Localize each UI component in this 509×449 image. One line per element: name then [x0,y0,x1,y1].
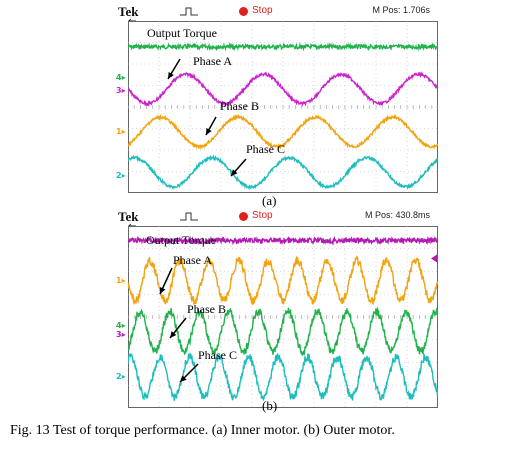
label-arrow-head [180,375,187,382]
scope-header: Tek Stop M Pos: 1.706s [118,4,438,20]
scope-header: Tek Stop M Pos: 430.8ms [118,209,438,225]
series-phase-c-line [128,352,438,402]
label-phase-a-b: Phase A [173,253,212,267]
waveform-plot [128,226,438,408]
label-output-torque-a: Output Torque [147,26,217,40]
series-phase-b-line [128,306,438,357]
trigger-pulse-icon [180,7,198,16]
label-arrow-head [170,331,177,338]
position-readout: M Pos: 1.706s [372,5,430,15]
label-phase-a-a: Phase A [193,54,232,68]
label-output-torque-b: Output Torque [146,233,216,247]
label-arrow-head [159,287,166,294]
position-readout: M Pos: 430.8ms [364,210,430,220]
oscilloscope-a: Tek Stop M Pos: 1.706s ← 4▸3▸1▸2▸ [116,4,438,193]
channel-marker: 1▸ [116,126,126,136]
channel-marker: 1▸ [116,275,126,285]
label-phase-b-a: Phase B [220,99,259,113]
subtitle-b: (b) [262,398,278,413]
label-phase-c-b: Phase C [198,348,237,362]
channel-marker: 4▸ [116,321,126,331]
series-phase-c-line [128,154,438,191]
brand-label: Tek [118,4,139,19]
channel-marker: 3▸ [116,85,126,95]
channel-marker: 4▸ [116,72,126,82]
status-label: Stop [252,210,273,221]
stop-indicator-icon [239,212,248,221]
label-arrow-head [168,72,174,79]
series-output-torque-line [128,235,438,246]
label-arrow-head [231,169,238,176]
trigger-level-marker [431,254,437,263]
subtitle-a: (a) [262,193,277,208]
oscilloscope-b: Tek Stop M Pos: 430.8ms ← 1▸4▸3▸2▸ [116,209,438,408]
channel-marker: 2▸ [116,170,126,180]
series-output-torque-line [128,42,438,52]
label-phase-b-b: Phase B [187,302,226,316]
trigger-pulse-icon [180,212,198,221]
channel-marker: 3▸ [116,330,126,340]
waveform-plot [128,21,438,193]
label-arrow-head [206,128,212,135]
channel-marker: 2▸ [116,372,126,382]
scope-screen: 1▸ 4▸ 3▸ 2▸ [116,226,438,408]
series-phase-a-line [128,70,438,107]
series-phase-b-line [128,113,438,151]
brand-label: Tek [118,209,139,224]
stop-indicator-icon [239,7,248,16]
figure-caption: Fig. 13 Test of torque performance. (a) … [10,423,395,438]
label-phase-c-a: Phase C [246,142,285,156]
series-phase-a-line [128,255,438,307]
scope-screen: 4▸ 3▸ 1▸ 2▸ [116,21,438,193]
status-label: Stop [252,5,273,16]
